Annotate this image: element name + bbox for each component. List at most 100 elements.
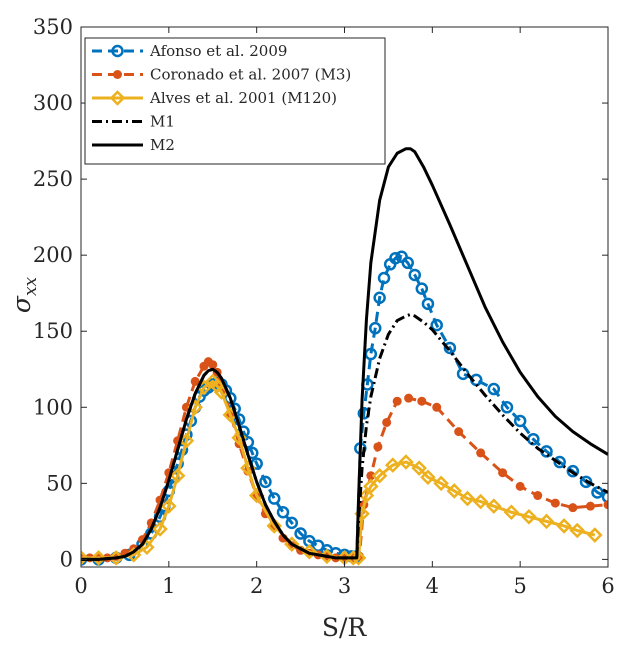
data-point xyxy=(566,464,580,478)
data-point xyxy=(377,271,391,285)
data-point xyxy=(259,475,272,489)
legend-box xyxy=(84,37,386,165)
data-point xyxy=(487,382,501,396)
x-tick-label: 0 xyxy=(74,574,87,598)
legend-entry: Alves et al. 2001 (M120) xyxy=(92,89,337,107)
data-point xyxy=(276,505,290,519)
data-point xyxy=(421,297,435,311)
data-point xyxy=(385,457,401,473)
data-point xyxy=(371,467,388,484)
x-tick-label: 4 xyxy=(426,574,439,598)
data-point xyxy=(404,393,414,403)
data-point xyxy=(266,518,283,534)
data-point xyxy=(411,460,427,476)
legend-marker xyxy=(111,44,124,58)
series-4 xyxy=(81,147,608,561)
data-point xyxy=(161,498,177,514)
legend-entry: M1 xyxy=(92,113,175,131)
data-point xyxy=(515,481,525,491)
legend-marker xyxy=(109,90,126,106)
legend-entry: Coronado et al. 2007 (M3) xyxy=(92,66,351,84)
data-point xyxy=(152,521,168,537)
x-tick-label: 6 xyxy=(601,574,614,598)
legend-label: Alves et al. 2001 (M120) xyxy=(149,89,337,107)
data-point xyxy=(415,282,429,295)
y-tick-label: 350 xyxy=(33,15,73,39)
data-point xyxy=(498,468,508,478)
data-point xyxy=(368,321,382,335)
legend-marker xyxy=(113,70,122,79)
data-point xyxy=(587,527,603,543)
legend: Afonso et al. 2009 Coronado et al. 2007 (… xyxy=(84,37,386,165)
data-point xyxy=(420,469,436,486)
axis-ticks: 0 1 2 3 4 5 6 0 50 100 150 200 250 300 350 xyxy=(33,15,615,598)
data-point xyxy=(472,493,489,510)
legend-label: Afonso et al. 2009 xyxy=(149,42,287,60)
data-point xyxy=(486,498,502,514)
x-tick-label: 2 xyxy=(250,574,263,598)
y-tick-label: 300 xyxy=(33,91,73,115)
data-point xyxy=(401,256,414,270)
data-point xyxy=(373,291,386,305)
y-axis-label-symbol: σ xyxy=(7,295,36,313)
y-tick-label: 0 xyxy=(60,547,73,571)
x-tick-label: 5 xyxy=(513,574,526,598)
data-point xyxy=(178,432,195,449)
data-point xyxy=(373,442,383,452)
y-tick-label: 150 xyxy=(33,319,73,343)
y-tick-label: 100 xyxy=(33,395,73,419)
data-point xyxy=(601,490,608,504)
data-point xyxy=(366,471,376,481)
data-point xyxy=(538,513,555,530)
x-axis-label: S/R xyxy=(322,613,368,642)
data-point xyxy=(294,527,307,540)
data-point xyxy=(521,509,537,525)
legend-label: Coronado et al. 2007 (M3) xyxy=(150,66,351,84)
y-tick-label: 250 xyxy=(33,167,73,191)
data-point xyxy=(550,498,560,508)
data-point xyxy=(459,490,476,507)
data-point xyxy=(208,360,218,370)
data-point xyxy=(533,491,543,501)
series-line-4 xyxy=(81,147,608,561)
y-tick-label: 50 xyxy=(46,471,73,495)
data-point xyxy=(503,504,520,521)
series-layer xyxy=(81,147,608,566)
legend-label: M1 xyxy=(150,113,175,131)
x-tick-label: 3 xyxy=(338,574,351,598)
data-point xyxy=(433,475,449,492)
data-point xyxy=(430,318,443,332)
data-point xyxy=(432,402,442,412)
data-point xyxy=(454,427,464,437)
data-point xyxy=(446,483,463,499)
data-point xyxy=(169,467,186,484)
data-point xyxy=(408,268,422,282)
data-point xyxy=(585,501,595,511)
legend-entry: M2 xyxy=(92,136,175,154)
data-point xyxy=(81,550,89,566)
data-point xyxy=(190,376,200,386)
series-line-0 xyxy=(81,255,608,561)
data-point xyxy=(382,417,392,427)
data-point xyxy=(500,401,514,414)
data-point xyxy=(392,396,402,406)
legend-label: M2 xyxy=(150,136,175,154)
data-point xyxy=(398,454,414,470)
legend-entry: Afonso et al. 2009 xyxy=(92,42,287,60)
data-point xyxy=(389,251,402,265)
x-tick-label: 1 xyxy=(162,574,175,598)
legend-entries: Afonso et al. 2009 Coronado et al. 2007 (… xyxy=(92,42,351,154)
data-point xyxy=(569,522,586,539)
data-point xyxy=(476,448,486,458)
data-point xyxy=(579,475,593,489)
data-point xyxy=(513,414,527,428)
y-tick-label: 200 xyxy=(33,243,73,267)
data-point xyxy=(443,341,457,355)
data-point xyxy=(556,518,572,534)
data-point xyxy=(553,455,566,469)
data-point xyxy=(603,500,608,510)
data-point xyxy=(417,396,427,406)
data-point xyxy=(267,492,281,505)
